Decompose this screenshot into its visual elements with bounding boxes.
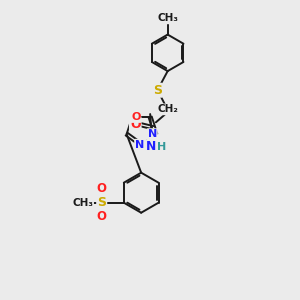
Text: N: N xyxy=(146,140,156,153)
Text: H: H xyxy=(157,142,166,152)
Text: CH₂: CH₂ xyxy=(157,104,178,114)
Text: N: N xyxy=(135,140,144,150)
Text: O: O xyxy=(130,118,141,131)
Text: O: O xyxy=(131,112,140,122)
Text: O: O xyxy=(97,182,107,195)
Text: O: O xyxy=(97,210,107,223)
Text: CH₃: CH₃ xyxy=(72,198,93,208)
Text: S: S xyxy=(153,84,162,97)
Text: CH₃: CH₃ xyxy=(157,14,178,23)
Text: S: S xyxy=(97,196,106,209)
Text: N: N xyxy=(148,129,157,139)
